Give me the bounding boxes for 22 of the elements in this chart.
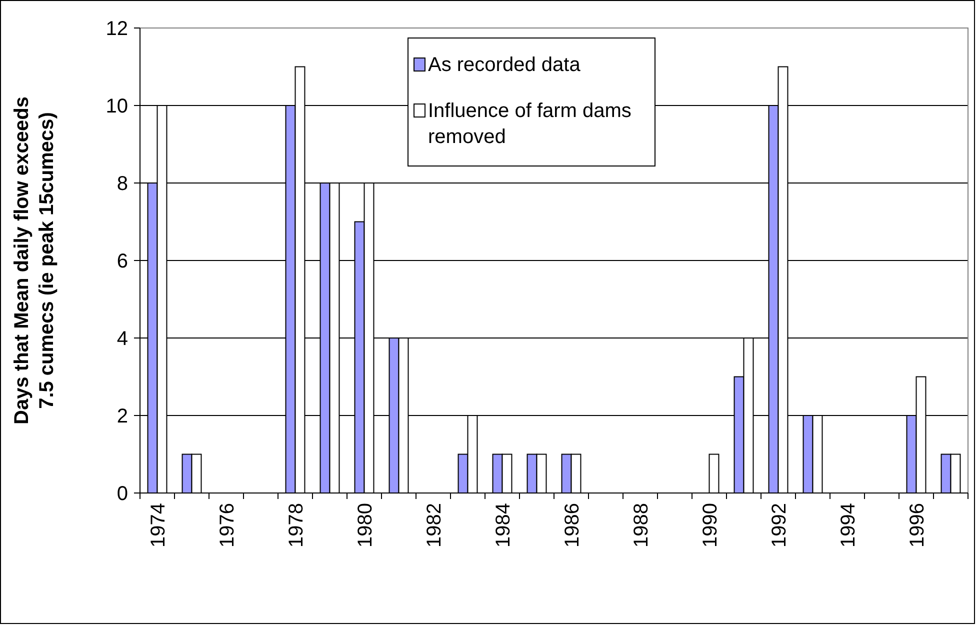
x-tick-label: 1988 (630, 503, 652, 548)
y-tick-label: 0 (116, 483, 128, 505)
x-tick-label: 1990 (699, 503, 722, 548)
x-tick-label: 1976 (216, 503, 238, 548)
y-axis-title: Days that Mean daily flow exceeds 7.5 cumecs (ie peak 15cumecs) (11, 96, 58, 424)
y-tick-label: 2 (116, 406, 128, 428)
x-tick-label: 1980 (354, 503, 376, 548)
y-tick-label: 12 (106, 18, 128, 40)
legend-label: Influence of farm dams removed (428, 100, 632, 148)
x-tick-label: 1992 (768, 503, 790, 548)
x-tick-label: 1978 (285, 503, 308, 548)
y-tick-label: 8 (116, 173, 128, 195)
legend-label: As recorded data (428, 54, 582, 76)
x-tick-label: 1974 (147, 503, 170, 548)
x-tick-label: 1986 (561, 503, 584, 548)
x-tick-label: 1982 (423, 503, 446, 548)
y-tick-label: 6 (116, 250, 128, 272)
x-tick-label: 1994 (837, 503, 860, 548)
x-tick-label: 1984 (492, 503, 514, 548)
x-tick-label: 1996 (906, 503, 928, 548)
y-tick-label: 10 (106, 96, 128, 118)
y-tick-label: 4 (116, 328, 128, 350)
